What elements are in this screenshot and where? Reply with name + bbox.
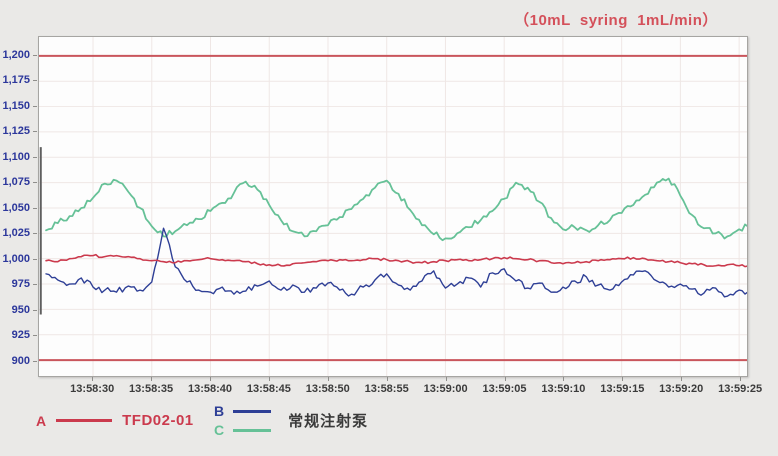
- x-tick-mark: [92, 377, 94, 381]
- y-tick-label: 1,000: [2, 252, 30, 265]
- series-B-line: [45, 227, 747, 298]
- y-tick-mark: [33, 258, 37, 260]
- y-tick-label: 900: [11, 354, 30, 367]
- x-tick-mark: [681, 377, 683, 381]
- x-tick-label: 13:58:35: [129, 383, 174, 395]
- x-tick-label: 13:58:55: [364, 383, 409, 395]
- y-tick-label: 950: [11, 303, 30, 316]
- y-tick-label: 925: [11, 329, 30, 342]
- x-tick-label: 13:58:50: [305, 383, 350, 395]
- y-tick-label: 1,075: [2, 176, 30, 189]
- legend-line-a-swatch: [56, 419, 113, 422]
- y-tick-label: 1,175: [2, 74, 30, 87]
- x-tick-mark: [327, 377, 329, 381]
- y-tick-mark: [33, 54, 37, 56]
- y-tick-label: 1,200: [2, 48, 30, 61]
- x-tick-mark: [209, 377, 211, 381]
- x-tick-mark: [740, 377, 742, 381]
- x-tick-mark: [445, 377, 447, 381]
- series-C-line: [45, 177, 747, 242]
- x-tick-label: 13:59:20: [659, 383, 704, 395]
- y-tick-mark: [33, 156, 37, 158]
- y-tick-mark: [33, 335, 37, 337]
- x-tick-label: 13:58:30: [70, 383, 115, 395]
- x-tick-label: 13:58:40: [187, 383, 233, 395]
- x-tick-mark: [622, 377, 624, 381]
- y-tick-label: 1,100: [2, 150, 30, 163]
- x-tick-mark: [504, 377, 506, 381]
- x-tick-mark: [386, 377, 388, 381]
- legend-key-c: C: [214, 422, 225, 438]
- chart-title: （10mL syring 1mL/min）: [514, 12, 718, 29]
- legend-label-bc: 常规注射泵: [288, 413, 369, 430]
- y-tick-mark: [33, 80, 37, 82]
- y-tick-label: 1,150: [2, 99, 30, 112]
- x-tick-mark: [151, 377, 153, 381]
- x-tick-label: 13:59:10: [541, 383, 586, 395]
- x-tick-label: 13:59:05: [482, 383, 527, 395]
- y-tick-mark: [33, 207, 37, 209]
- x-tick-label: 13:59:00: [423, 383, 468, 395]
- legend-line-c-swatch: [233, 428, 272, 432]
- legend-item-bc: B C 常规注射泵: [214, 404, 368, 437]
- y-tick-label: 1,025: [2, 227, 30, 240]
- y-tick-mark: [33, 309, 37, 311]
- legend: A TFD02-01 B C 常规注射泵: [0, 402, 778, 454]
- trend-chart: [39, 37, 747, 376]
- y-tick-label: 975: [11, 278, 30, 291]
- y-tick-mark: [33, 233, 37, 235]
- x-tick-label: 13:59:15: [600, 383, 645, 395]
- legend-key-b: B: [214, 403, 225, 419]
- y-tick-label: 1,125: [2, 125, 30, 138]
- legend-item-a: A TFD02-01: [36, 412, 194, 429]
- y-tick-mark: [33, 360, 37, 362]
- legend-label-a: TFD02-01: [122, 412, 194, 429]
- series-A-line: [45, 253, 747, 268]
- plot-area: [38, 36, 748, 377]
- legend-key-a: A: [36, 412, 47, 429]
- y-tick-mark: [33, 182, 37, 184]
- y-tick-mark: [33, 105, 37, 107]
- x-tick-label: 13:59:25: [718, 383, 763, 395]
- x-tick-label: 13:58:45: [246, 383, 291, 395]
- x-axis: 13:58:30 13:58:35 13:58:40 13:58:45 13:58:50…: [38, 377, 762, 399]
- y-tick-label: 1,050: [2, 201, 30, 214]
- y-tick-mark: [33, 131, 37, 133]
- y-axis: 1,200 1,175 1,150 1,125 1,100 1,075 1,050 1,025…: [0, 36, 37, 377]
- y-tick-mark: [33, 284, 37, 286]
- x-tick-mark: [268, 377, 270, 381]
- legend-item-b: B: [214, 403, 272, 419]
- legend-line-b-swatch: [233, 409, 272, 413]
- legend-item-c: C: [214, 422, 272, 438]
- x-tick-mark: [563, 377, 565, 381]
- legend-bc-keys: B C: [214, 403, 272, 438]
